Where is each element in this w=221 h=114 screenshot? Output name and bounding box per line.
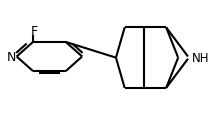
- Text: N: N: [7, 51, 16, 63]
- Text: NH: NH: [192, 52, 210, 65]
- Text: F: F: [30, 24, 38, 37]
